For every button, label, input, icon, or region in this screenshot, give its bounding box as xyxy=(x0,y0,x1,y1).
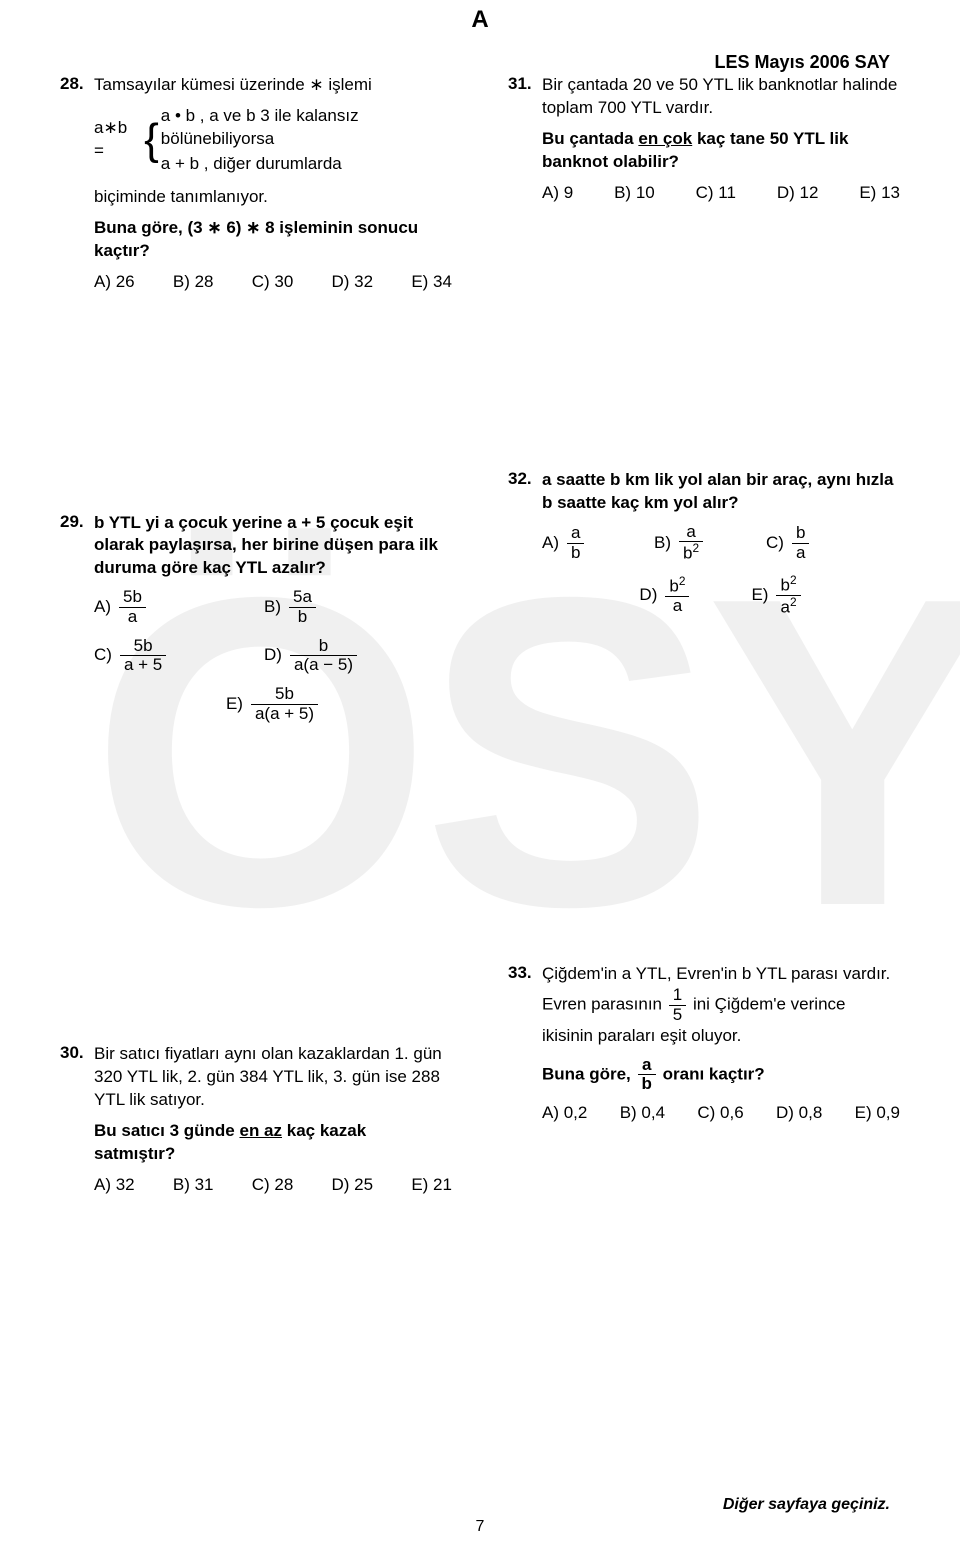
q28-body: Tamsayılar kümesi üzerinde ∗ işlemi a∗b … xyxy=(94,74,452,294)
q32-options-row2: D) b2a E) b2a2 xyxy=(542,574,900,628)
exam-page: A LES Mayıs 2006 SAY ÖSYM 28. Tamsayılar… xyxy=(0,0,960,1544)
question-30: 30. Bir satıcı fiyatları aynı olan kazak… xyxy=(60,1043,452,1197)
q33-text: Çiğdem'in a YTL, Evren'in b YTL parası v… xyxy=(542,963,900,1047)
q31-text: Bir çantada 20 ve 50 YTL lik banknotlar … xyxy=(542,74,900,120)
q29-body: b YTL yi a çocuk yerine a + 5 çocuk eşit… xyxy=(94,512,452,734)
q33-opt-c: C) 0,6 xyxy=(697,1102,743,1125)
page-number: 7 xyxy=(0,1518,960,1536)
q30-opt-e: E) 21 xyxy=(411,1174,452,1197)
footer-text: Diğer sayfaya geçiniz. xyxy=(723,1496,890,1514)
q31-opt-a: A) 9 xyxy=(542,182,573,205)
q29-prompt: b YTL yi a çocuk yerine a + 5 çocuk eşit… xyxy=(94,512,452,581)
q29-opt-e: E) 5ba(a + 5) xyxy=(226,685,320,723)
q28-formula: a∗b = { a • b , a ve b 3 ile kalansız bö… xyxy=(94,105,452,176)
q32-e-num: b2 xyxy=(776,574,800,596)
q29-opt-b: B) 5ab xyxy=(264,588,434,626)
q30-body: Bir satıcı fiyatları aynı olan kazaklard… xyxy=(94,1043,452,1197)
q28-opt-b: B) 28 xyxy=(173,271,214,294)
q32-e-den: a2 xyxy=(776,596,800,617)
q33-opt-a: A) 0,2 xyxy=(542,1102,587,1125)
q30-options: A) 32 B) 31 C) 28 D) 25 E) 21 xyxy=(94,1174,452,1197)
left-column: 28. Tamsayılar kümesi üzerinde ∗ işlemi … xyxy=(60,74,480,1207)
content-columns: 28. Tamsayılar kümesi üzerinde ∗ işlemi … xyxy=(60,74,900,1207)
q29-options: A) 5ba B) 5ab C) 5ba + 5 D) xyxy=(94,588,452,733)
q28-line2: biçiminde tanımlanıyor. xyxy=(94,186,452,209)
question-28: 28. Tamsayılar kümesi üzerinde ∗ işlemi … xyxy=(60,74,452,294)
q28-opt-d: D) 32 xyxy=(332,271,374,294)
q30-prompt: Bu satıcı 3 günde en az kaç kazak satmış… xyxy=(94,1120,452,1166)
q28-case1: a • b , a ve b 3 ile kalansız bölünebili… xyxy=(161,105,452,151)
q33-opt-b: B) 0,4 xyxy=(620,1102,665,1125)
q28-opt-e: E) 34 xyxy=(411,271,452,294)
right-column: 31. Bir çantada 20 ve 50 YTL lik banknot… xyxy=(480,74,900,1207)
q28-opt-a: A) 26 xyxy=(94,271,135,294)
q33-opt-e: E) 0,9 xyxy=(855,1102,900,1125)
q32-body: a saatte b km lik yol alan bir araç, ayn… xyxy=(542,469,900,628)
q32-options-row1: A) ab B) ab2 C) ba xyxy=(542,523,900,574)
q29-opt-d: D) ba(a − 5) xyxy=(264,637,434,675)
q32-d-num: b2 xyxy=(665,575,689,597)
question-31: 31. Bir çantada 20 ve 50 YTL lik banknot… xyxy=(508,74,900,205)
q31-body: Bir çantada 20 ve 50 YTL lik banknotlar … xyxy=(542,74,900,205)
q32-opt-e: E) b2a2 xyxy=(751,574,802,618)
q29-number: 29. xyxy=(60,512,94,734)
q31-opt-c: C) 11 xyxy=(696,182,736,205)
q32-opt-a: A) ab xyxy=(542,523,654,564)
q28-opt-c: C) 30 xyxy=(252,271,294,294)
q31-prompt: Bu çantada en çok kaç tane 50 YTL lik ba… xyxy=(542,128,900,174)
q31-opt-e: E) 13 xyxy=(859,182,900,205)
question-33: 33. Çiğdem'in a YTL, Evren'in b YTL para… xyxy=(508,963,900,1125)
q30-text: Bir satıcı fiyatları aynı olan kazaklard… xyxy=(94,1043,452,1112)
q31-options: A) 9 B) 10 C) 11 D) 12 E) 13 xyxy=(542,182,900,205)
q32-number: 32. xyxy=(508,469,542,628)
q32-opt-b: B) ab2 xyxy=(654,523,766,564)
q32-b-den: b2 xyxy=(679,542,703,563)
q30-opt-c: C) 28 xyxy=(252,1174,294,1197)
q32-opt-d: D) b2a xyxy=(639,574,691,618)
question-29: 29. b YTL yi a çocuk yerine a + 5 çocuk … xyxy=(60,512,452,734)
page-letter: A xyxy=(0,6,960,34)
q32-prompt: a saatte b km lik yol alan bir araç, ayn… xyxy=(542,469,900,515)
q30-opt-a: A) 32 xyxy=(94,1174,135,1197)
q33-options: A) 0,2 B) 0,4 C) 0,6 D) 0,8 E) 0,9 xyxy=(542,1102,900,1125)
q33-prompt: Buna göre, ab oranı kaçtır? xyxy=(542,1056,900,1094)
q30-opt-b: B) 31 xyxy=(173,1174,214,1197)
q28-case2: a + b , diğer durumlarda xyxy=(161,153,452,176)
brace-icon: { xyxy=(138,118,161,162)
q33-body: Çiğdem'in a YTL, Evren'in b YTL parası v… xyxy=(542,963,900,1125)
q31-opt-b: B) 10 xyxy=(614,182,655,205)
q28-lhs: a∗b = xyxy=(94,117,138,163)
q33-opt-d: D) 0,8 xyxy=(776,1102,822,1125)
q28-options: A) 26 B) 28 C) 30 D) 32 E) 34 xyxy=(94,271,452,294)
q28-number: 28. xyxy=(60,74,94,294)
exam-header: LES Mayıs 2006 SAY xyxy=(715,52,890,73)
q31-number: 31. xyxy=(508,74,542,205)
q28-line1: Tamsayılar kümesi üzerinde ∗ işlemi xyxy=(94,74,452,97)
q29-opt-a: A) 5ba xyxy=(94,588,264,626)
q30-opt-d: D) 25 xyxy=(332,1174,374,1197)
question-32: 32. a saatte b km lik yol alan bir araç,… xyxy=(508,469,900,628)
q33-number: 33. xyxy=(508,963,542,1125)
q29-opt-c: C) 5ba + 5 xyxy=(94,637,264,675)
q32-opt-c: C) ba xyxy=(766,523,878,564)
q30-number: 30. xyxy=(60,1043,94,1197)
q28-prompt: Buna göre, (3 ∗ 6) ∗ 8 işleminin sonucu … xyxy=(94,217,452,263)
q31-opt-d: D) 12 xyxy=(777,182,819,205)
